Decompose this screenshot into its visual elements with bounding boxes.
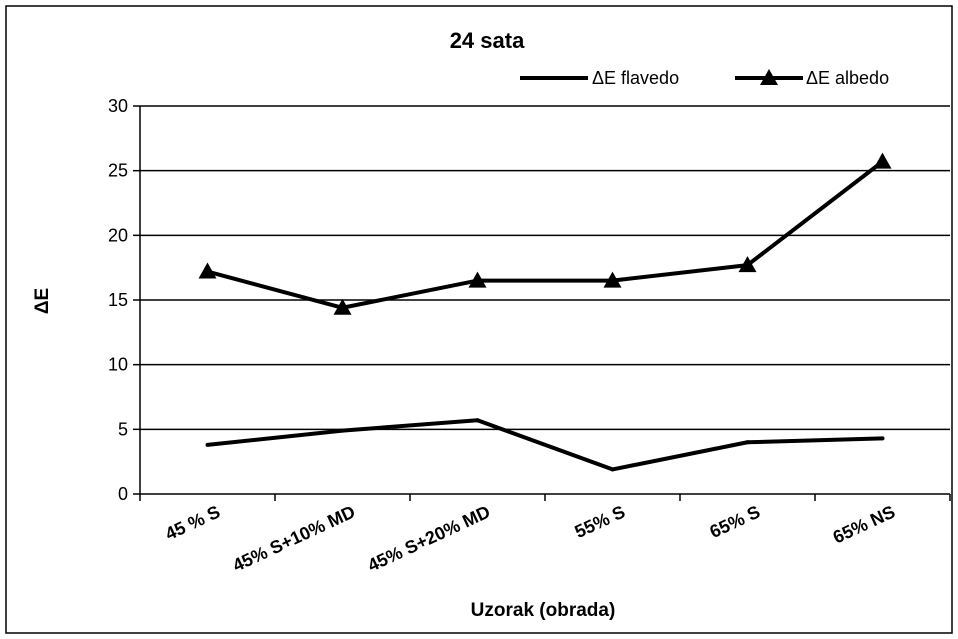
- axes: [133, 105, 951, 501]
- chart-border: [5, 5, 953, 634]
- legend: ΔE flavedo ΔE albedo: [520, 68, 889, 88]
- y-axis-label: ΔE: [32, 288, 53, 314]
- legend-label-albedo: ΔE albedo: [806, 68, 889, 88]
- y-tick-label-2: 10: [108, 355, 128, 375]
- chart-title: 24 sata: [450, 28, 525, 53]
- series-0-point-0: [205, 442, 210, 447]
- series-1-point-4: [738, 256, 757, 273]
- y-tick-label-6: 30: [108, 96, 128, 116]
- series-0-point-1: [340, 428, 345, 433]
- series-1-point-0: [198, 262, 217, 279]
- series-0-point-4: [745, 440, 750, 445]
- y-tick-label-1: 5: [118, 419, 128, 439]
- series-1-point-5: [873, 152, 892, 169]
- gridlines: [140, 105, 950, 431]
- y-tick-labels: 0 5 10 15 20 25 30: [108, 96, 128, 504]
- series: [198, 152, 892, 472]
- series-1-point-1: [333, 298, 352, 315]
- y-tick-label-4: 20: [108, 225, 128, 245]
- series-1-point-3: [603, 271, 622, 288]
- y-tick-label-3: 15: [108, 290, 128, 310]
- y-tick-label-0: 0: [118, 484, 128, 504]
- y-tick-label-5: 25: [108, 161, 128, 181]
- series-1-point-2: [468, 271, 487, 288]
- series-line-1: [206, 160, 884, 310]
- legend-label-flavedo: ΔE flavedo: [592, 68, 679, 88]
- series-0-point-5: [880, 436, 885, 441]
- x-axis-label: Uzorak (obrada): [471, 600, 616, 621]
- series-line-0: [207, 418, 883, 472]
- legend-marker-albedo: [760, 69, 778, 85]
- series-0-point-2: [475, 418, 480, 423]
- series-0-point-3: [610, 467, 615, 472]
